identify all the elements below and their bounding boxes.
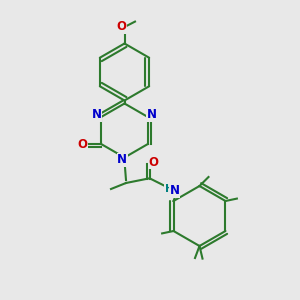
Text: N: N xyxy=(92,108,102,121)
Text: O: O xyxy=(148,155,159,169)
Text: N: N xyxy=(117,153,127,167)
Text: N: N xyxy=(146,108,157,121)
Text: N: N xyxy=(169,184,180,197)
Text: H: H xyxy=(165,184,174,194)
Text: O: O xyxy=(116,20,127,34)
Text: O: O xyxy=(77,137,87,151)
